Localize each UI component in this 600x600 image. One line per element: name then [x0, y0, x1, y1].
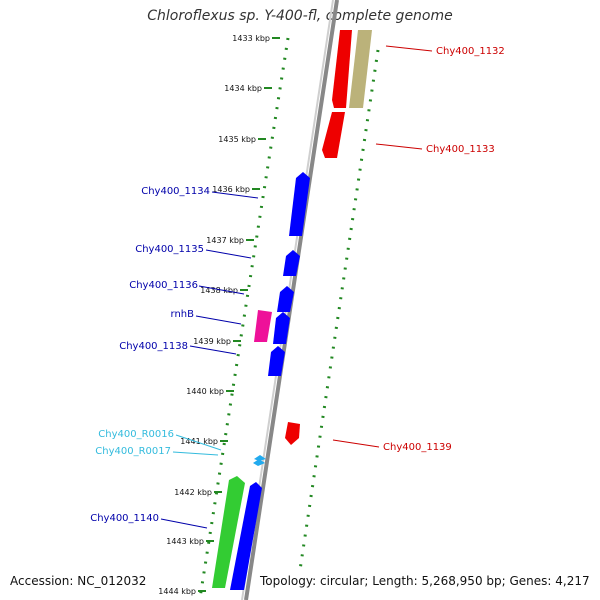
gene-label[interactable]: Chy400_1132 — [436, 46, 505, 57]
gene-chy400-1132-pseudo-shape[interactable] — [349, 30, 372, 108]
gene-chy400-1139-shape[interactable] — [285, 422, 300, 445]
tick-label: 1436 kbp — [212, 185, 250, 194]
gene-chy400-1140-highlight-shape[interactable] — [212, 476, 245, 588]
gene-label[interactable]: Chy400_R0016 — [98, 429, 174, 440]
gene-chy400-1132-shape[interactable] — [332, 30, 352, 108]
gene-leader-line — [375, 143, 423, 150]
gene-leader-line — [211, 191, 259, 199]
tick-label: 1437 kbp — [206, 236, 244, 245]
gene-label[interactable]: Chy400_1138 — [119, 341, 188, 352]
gene-chy400-1134-shape[interactable] — [289, 172, 310, 236]
kbp-ticks: 1433 kbp 1434 kbp 1435 kbp 1436 kbp 1437 kbp… — [158, 34, 280, 596]
gene-rnhB-shape[interactable] — [254, 310, 272, 342]
gene-chy400-1136-shape[interactable] — [277, 286, 294, 312]
gene-leader-line — [189, 345, 237, 355]
tick-label: 1444 kbp — [158, 587, 196, 596]
tick-label: 1439 kbp — [193, 337, 231, 346]
gene-label[interactable]: Chy400_1140 — [90, 513, 159, 524]
tick-label: 1440 kbp — [186, 387, 224, 396]
gene-chy400-1138-shape[interactable] — [268, 346, 285, 376]
gene-leader-line — [205, 249, 252, 259]
left-tick-ring — [198, 37, 290, 599]
tick-label: 1441 kbp — [180, 437, 218, 446]
tick-label: 1434 kbp — [224, 84, 262, 93]
gene-leader-line — [172, 451, 219, 456]
gene-leader-line — [198, 285, 245, 295]
gene-label[interactable]: rnhB — [171, 309, 195, 320]
gene-leader-line — [160, 518, 208, 529]
tick-label: 1443 kbp — [166, 537, 204, 546]
gene-label[interactable]: Chy400_1134 — [141, 186, 210, 197]
gene-chy400-1140-shape[interactable] — [230, 482, 262, 590]
gene-leader-line — [332, 439, 380, 448]
topology-text: Topology: circular; Length: 5,268,950 bp… — [260, 574, 590, 588]
gene-label[interactable]: Chy400_1136 — [129, 280, 198, 291]
gene-label[interactable]: Chy400_1133 — [426, 144, 495, 155]
gene-chy400-r0016-shape[interactable] — [254, 455, 266, 461]
tick-label: 1442 kbp — [174, 488, 212, 497]
gene-label[interactable]: Chy400_R0017 — [95, 446, 171, 457]
gene-leader-line — [195, 315, 242, 325]
tick-label: 1433 kbp — [232, 34, 270, 43]
gene-chy400-r0017-shape[interactable] — [253, 459, 265, 466]
reverse-strand-genes — [285, 30, 372, 445]
tick-label: 1438 kbp — [200, 286, 238, 295]
tick-label: 1435 kbp — [218, 135, 256, 144]
gene-labels: Chy400_1132 Chy400_1133 Chy400_1134 Chy400_… — [90, 45, 505, 529]
map-title: Chloroflexus sp. Y-400-fl, complete geno… — [147, 8, 453, 24]
forward-strand-genes — [212, 172, 310, 590]
gene-leader-line — [175, 434, 222, 451]
gene-rnhb-forward-shape[interactable] — [273, 312, 290, 344]
gene-leader-line — [385, 45, 433, 52]
accession-text: Accession: NC_012032 — [10, 574, 147, 588]
gene-label[interactable]: Chy400_1139 — [383, 442, 452, 453]
gene-chy400-1133-shape[interactable] — [322, 112, 345, 158]
gene-chy400-1135-shape[interactable] — [283, 250, 300, 276]
gene-label[interactable]: Chy400_1135 — [135, 244, 204, 255]
